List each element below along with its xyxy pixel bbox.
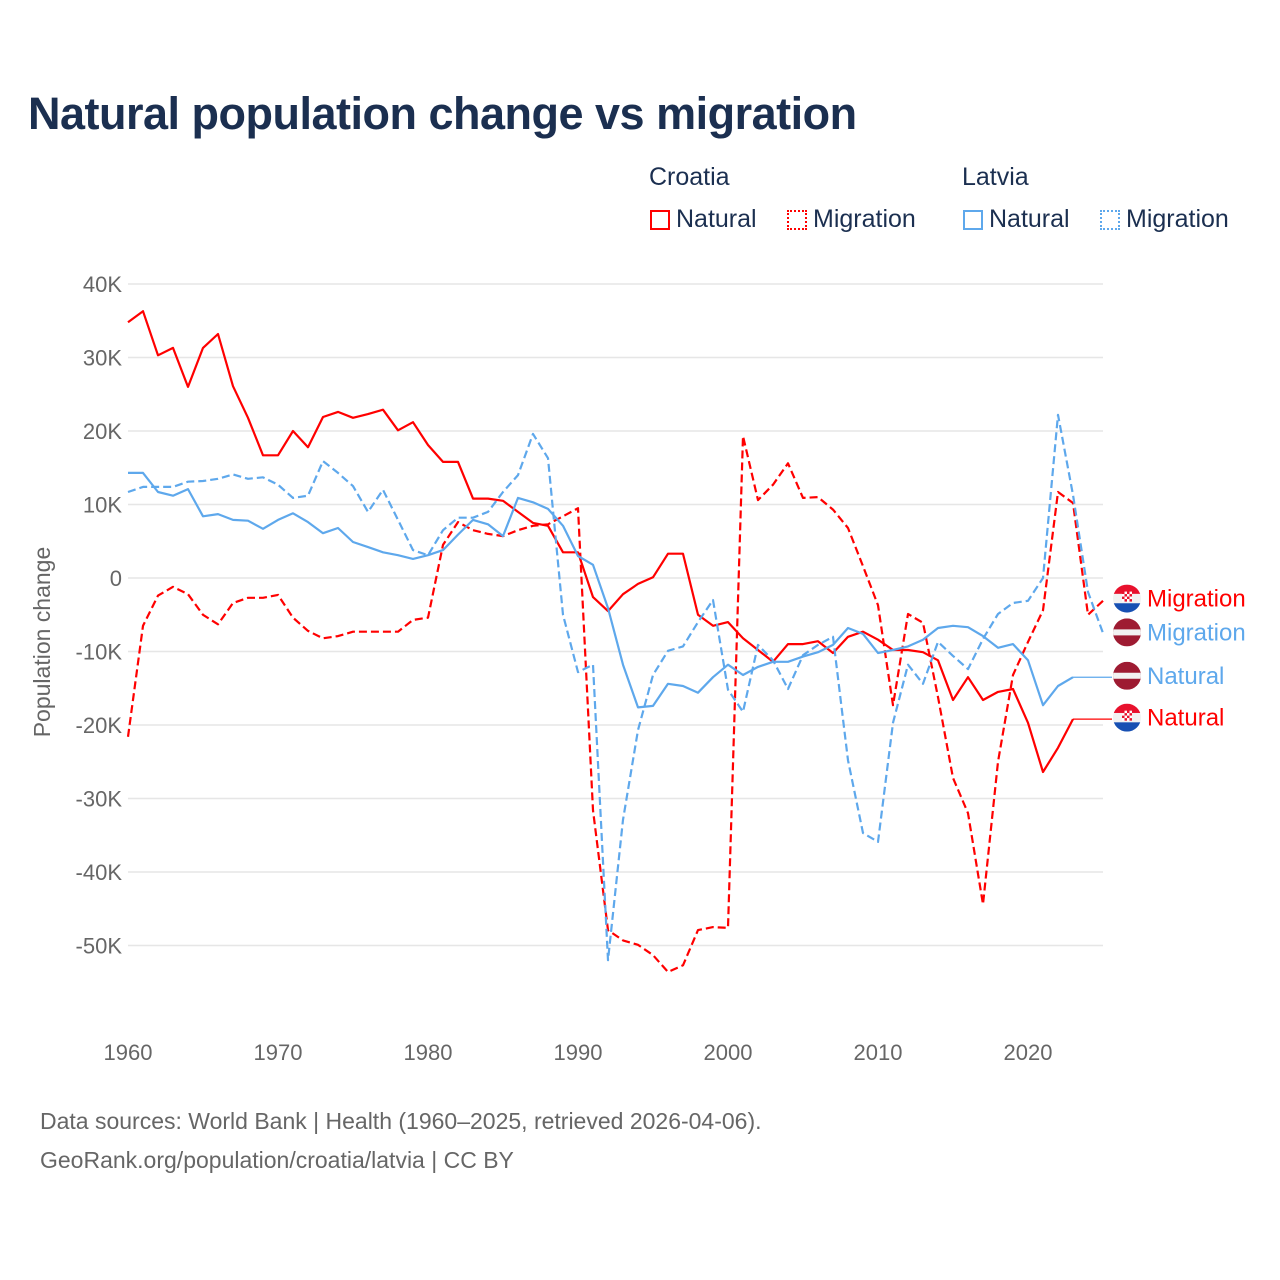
legend-label: Natural (676, 205, 757, 233)
footer-link[interactable]: GeoRank.org/population/croatia/latvia | … (40, 1147, 514, 1173)
legend-croatia-migration[interactable]: Migration (787, 205, 916, 234)
x-tick-label: 1960 (104, 1040, 153, 1065)
legend-latvia-natural[interactable]: Natural (963, 205, 1070, 234)
series-line-latvia-migration[interactable] (127, 413, 1105, 962)
footer-sources: Data sources: World Bank | Health (1960–… (40, 1108, 762, 1134)
flag-croatia-icon (1113, 584, 1141, 613)
series-line-croatia-migration[interactable] (126, 435, 1104, 974)
legend-croatia-natural[interactable]: Natural (650, 205, 757, 234)
legend-label: Migration (813, 205, 916, 233)
flag-latvia-icon (1113, 618, 1141, 647)
end-label-latvia-migration: Migration (1147, 619, 1246, 646)
x-tick-label: 1990 (554, 1040, 603, 1065)
y-tick-label: 20K (83, 419, 122, 444)
y-tick-label: -20K (76, 713, 123, 738)
legend-swatch-solid-blue (963, 209, 983, 230)
legend-swatch-dotted-red (787, 209, 807, 230)
y-tick-label: 0 (110, 566, 122, 591)
flag-croatia-icon (1113, 703, 1141, 732)
x-tick-label: 2000 (704, 1040, 753, 1065)
y-tick-label: -40K (76, 860, 123, 885)
legend-swatch-solid-red (650, 209, 670, 230)
chart-title: Natural population change vs migration (28, 88, 857, 139)
series-line-croatia-natural[interactable] (127, 310, 1074, 774)
y-tick-label: 10K (83, 493, 122, 518)
legend-label: Natural (989, 205, 1070, 233)
y-tick-label: -10K (76, 640, 123, 665)
series-line-latvia-natural[interactable] (128, 471, 1074, 709)
legend-header-croatia: Croatia (649, 163, 730, 191)
end-label-latvia-natural: Natural (1147, 663, 1224, 690)
y-tick-label: 40K (83, 272, 122, 297)
y-tick-label: 30K (83, 346, 122, 371)
x-tick-label: 2010 (854, 1040, 903, 1065)
y-tick-label: -50K (76, 934, 123, 959)
x-tick-label: 2020 (1004, 1040, 1053, 1065)
end-label-croatia-natural: Natural (1147, 705, 1224, 732)
legend-swatch-dotted-blue (1100, 209, 1120, 230)
x-tick-label: 1970 (254, 1040, 303, 1065)
end-label-croatia-migration: Migration (1147, 586, 1246, 613)
y-tick-label: -30K (76, 787, 123, 812)
flag-latvia-icon (1113, 661, 1141, 690)
x-tick-label: 1980 (404, 1040, 453, 1065)
legend-header-latvia: Latvia (962, 163, 1029, 191)
y-axis-label: Population change (29, 547, 55, 738)
legend-label: Migration (1126, 205, 1229, 233)
legend-latvia-migration[interactable]: Migration (1100, 205, 1229, 234)
